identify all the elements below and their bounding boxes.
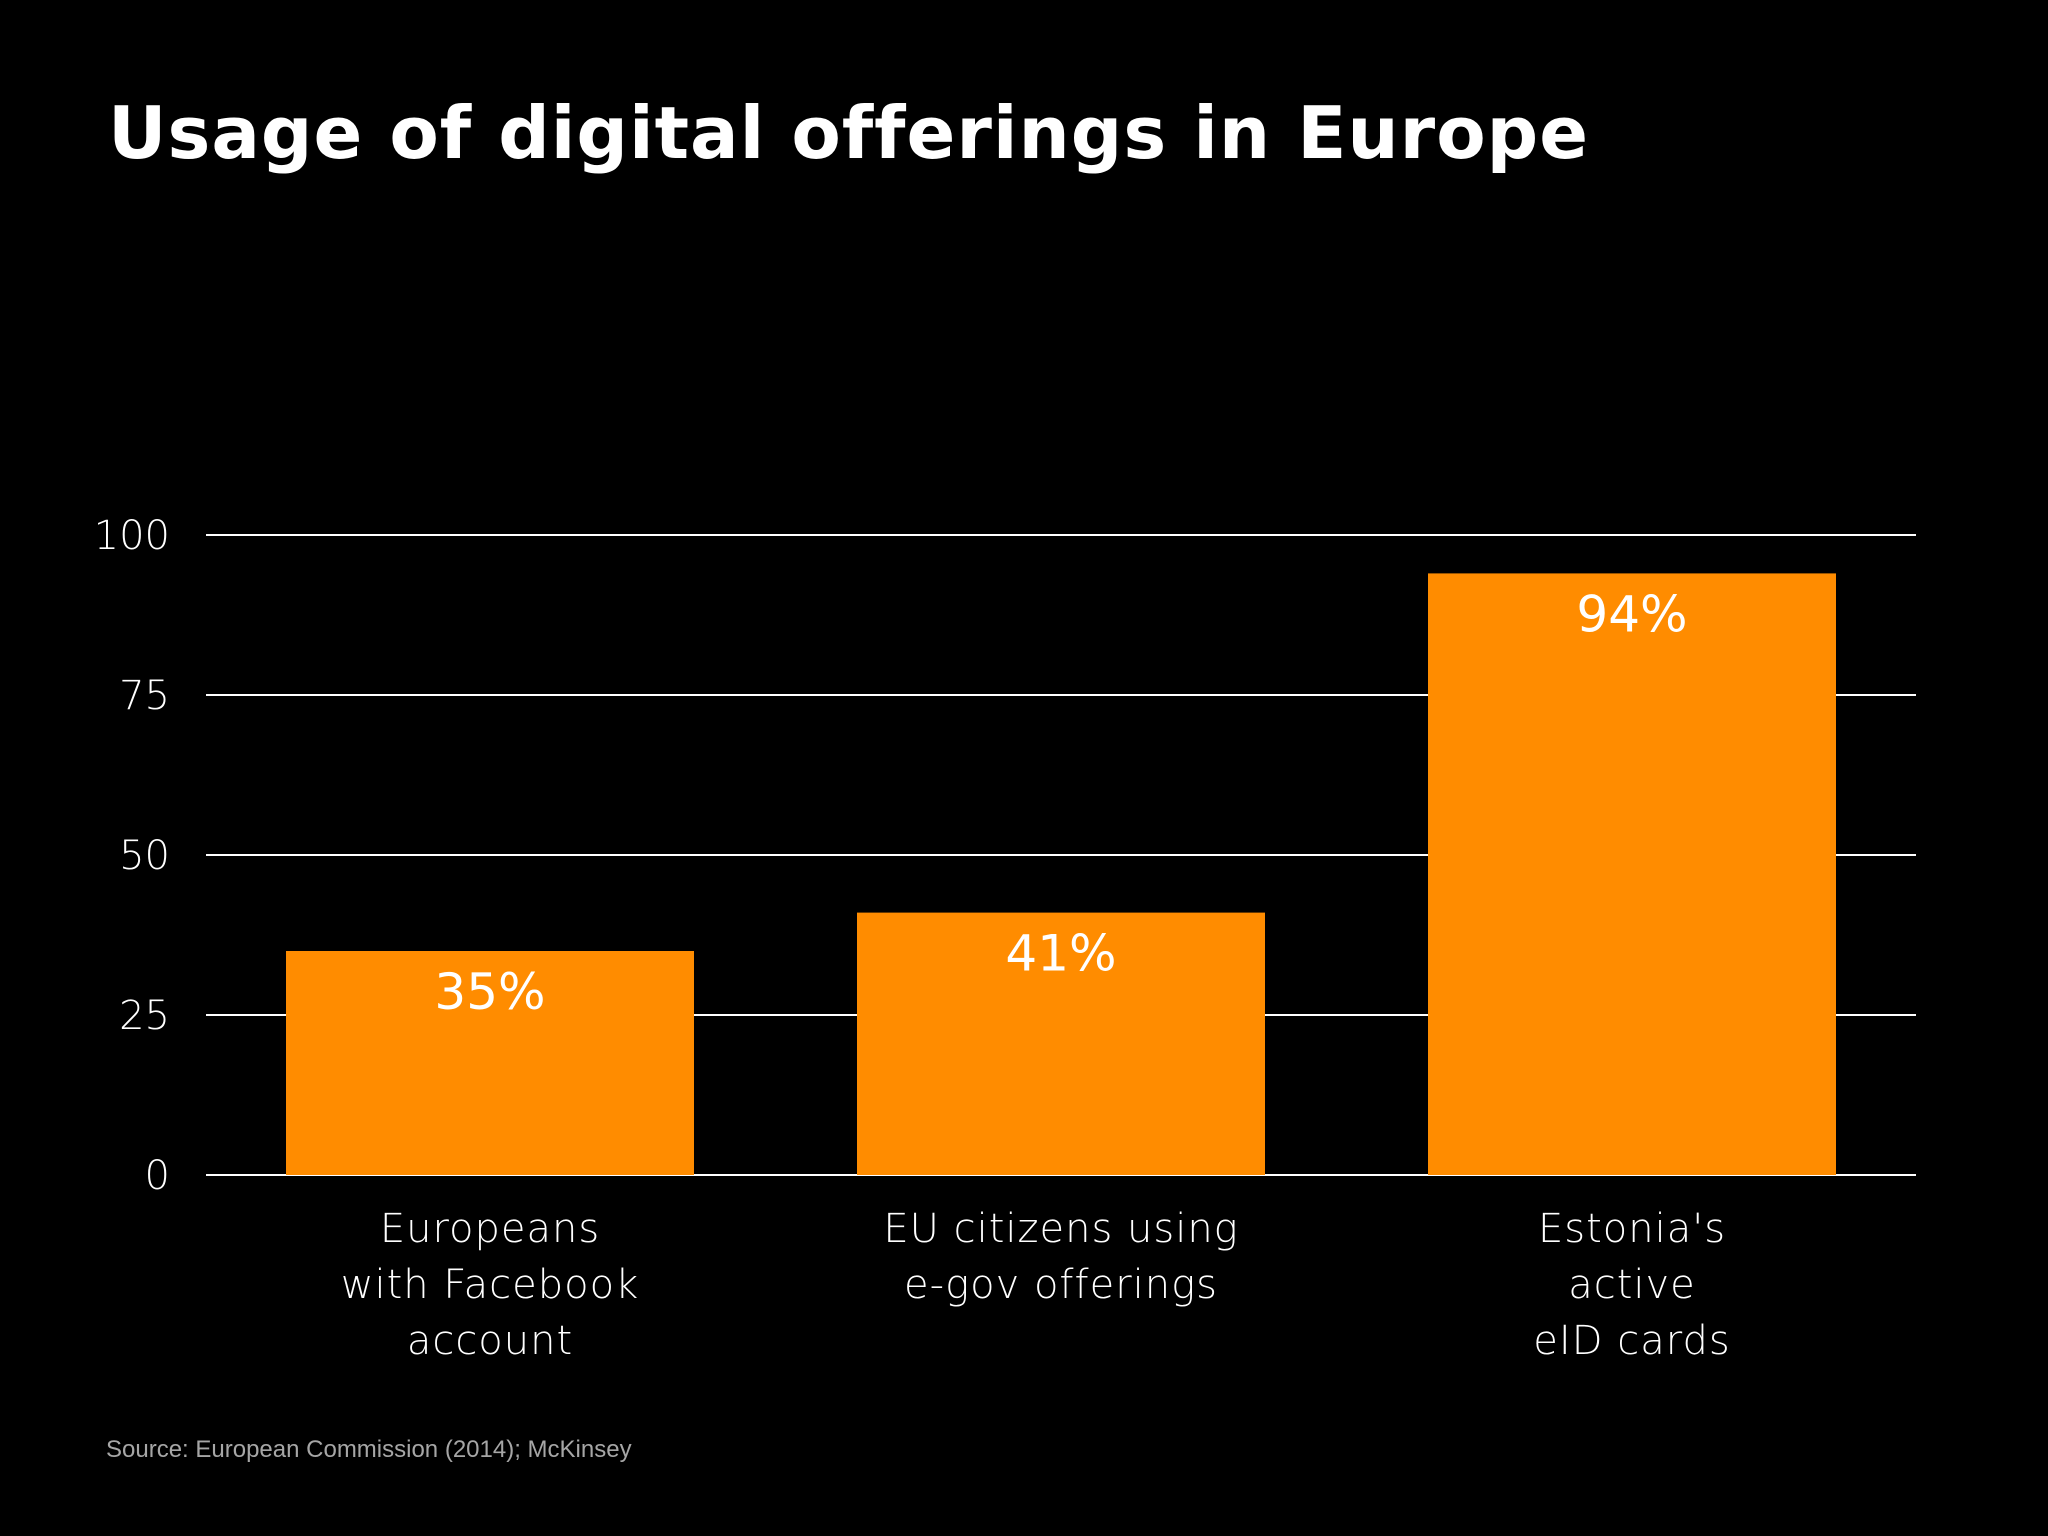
category-label-line: account xyxy=(407,1318,573,1364)
y-axis-tick-labels: 0 25 50 75 100 xyxy=(94,513,170,1199)
y-tick-label-25: 25 xyxy=(119,993,170,1039)
y-tick-label-75: 75 xyxy=(119,673,170,719)
bar-data-label-1: 41% xyxy=(1005,925,1116,983)
category-label-line: with Facebook xyxy=(341,1262,640,1308)
x-axis-category-labels: Europeans with Facebook account EU citizens… xyxy=(341,1206,1730,1364)
bars xyxy=(286,573,1836,1175)
category-label-2: Estonia's active eID cards xyxy=(1533,1206,1730,1364)
bar-2 xyxy=(1428,573,1836,1175)
y-tick-label-0: 0 xyxy=(145,1153,170,1199)
category-label-line: Europeans xyxy=(380,1206,600,1252)
bar-0 xyxy=(286,951,694,1175)
category-label-1: EU citizens using e-gov offerings xyxy=(883,1206,1238,1308)
y-tick-label-50: 50 xyxy=(119,833,170,879)
bar-data-label-2: 94% xyxy=(1576,585,1687,643)
category-label-line: EU citizens using xyxy=(883,1206,1238,1252)
category-label-line: active xyxy=(1568,1262,1696,1308)
y-tick-label-100: 100 xyxy=(94,513,170,559)
source-note: Source: European Commission (2014); McKi… xyxy=(106,1436,632,1463)
category-label-line: eID cards xyxy=(1533,1318,1730,1364)
page-title: Usage of digital offerings in Europe xyxy=(108,91,1590,175)
category-label-line: e-gov offerings xyxy=(904,1262,1218,1308)
bar-data-labels: 35% 41% 94% xyxy=(434,585,1687,1021)
category-label-line: Estonia's xyxy=(1538,1206,1726,1252)
bar-data-label-0: 35% xyxy=(434,963,545,1021)
category-label-0: Europeans with Facebook account xyxy=(341,1206,640,1364)
bar-1 xyxy=(857,912,1265,1175)
